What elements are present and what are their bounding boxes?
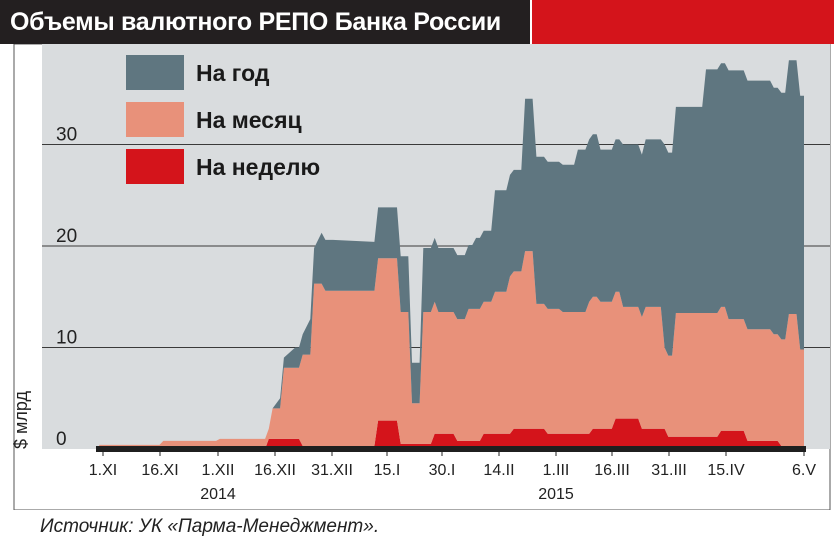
y-tick-label: 20 xyxy=(56,226,77,247)
x-tick-label: 16.III xyxy=(594,462,630,479)
y-tick-label: 10 xyxy=(56,328,77,349)
chart: 0 10 20 30 $ млрд 1.XI 16.XI 1.XII 16.XII 31.XII 1… xyxy=(11,44,831,510)
title-background xyxy=(0,0,530,44)
x-axis-baseline xyxy=(96,446,806,452)
y-tick-label: 30 xyxy=(56,125,77,146)
chart-title: Объемы валютного РЕПО Банка России xyxy=(10,8,501,36)
y-axis-label: $ млрд xyxy=(11,391,31,449)
x-tick-label: 15.I xyxy=(374,462,401,479)
legend-swatch xyxy=(126,149,184,184)
series-area-month xyxy=(99,251,804,449)
title-accent-block xyxy=(532,0,834,44)
legend-label: На год xyxy=(196,60,270,86)
x-tick-label: 1.XII xyxy=(202,462,235,479)
source-note: Источник: УК «Парма-Менеджмент». xyxy=(40,516,380,537)
x-tick-label: 15.IV xyxy=(707,462,745,479)
x-tick-label: 31.III xyxy=(651,462,687,479)
x-tick-label: 14.II xyxy=(483,462,514,479)
x-tick-label: 1.XI xyxy=(89,462,117,479)
y-tick-label: 0 xyxy=(56,429,67,450)
year-label: 2015 xyxy=(538,486,574,503)
x-tick-label: 31.XII xyxy=(311,462,353,479)
x-tick-label: 30.I xyxy=(429,462,456,479)
legend-label: На месяц xyxy=(196,107,302,133)
x-tick-label: 6.V xyxy=(792,462,816,479)
title-bar: Объемы валютного РЕПО Банка России xyxy=(0,0,834,44)
x-tick-label: 16.XII xyxy=(254,462,296,479)
legend-label: На неделю xyxy=(196,154,320,180)
series-area-year xyxy=(99,60,804,445)
x-tick-label: 16.XI xyxy=(141,462,178,479)
x-tick-label: 1.III xyxy=(543,462,570,479)
legend-swatch xyxy=(126,102,184,137)
legend-swatch xyxy=(126,55,184,90)
year-label: 2014 xyxy=(200,486,236,503)
